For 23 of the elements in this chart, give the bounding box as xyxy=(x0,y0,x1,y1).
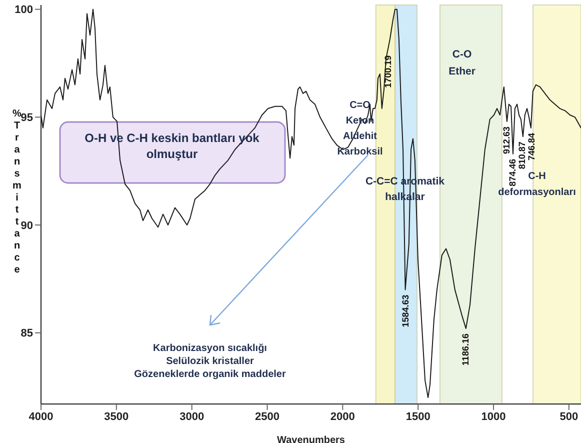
annotation: 1700.19 xyxy=(382,55,393,88)
y-tick-label: 85 xyxy=(20,328,33,340)
y-tick-label: 90 xyxy=(20,220,33,232)
annotation: 1186.16 xyxy=(460,334,470,366)
text: %Transmittance xyxy=(12,108,22,276)
x-tick-label: 3000 xyxy=(180,410,204,423)
annotation: 912.63 xyxy=(502,126,512,154)
annotation: 746.84 xyxy=(526,132,537,160)
annotation: 874.46 xyxy=(507,158,518,186)
annotation: 1584.63 xyxy=(400,294,410,328)
x-tick-label: 3500 xyxy=(104,410,129,423)
x-tick-label: 1500 xyxy=(406,410,430,423)
annotation: Karbonizasyon sıcaklığı Selülozik kristaller Gözeneklerde organik maddeler xyxy=(134,343,286,380)
x-tick-label: 4000 xyxy=(28,410,54,423)
annotation: C-O Ether xyxy=(448,48,476,78)
y-tick-label: 100 xyxy=(14,4,33,16)
x-tick-label: 500 xyxy=(560,410,578,423)
x-tick-label: 1000 xyxy=(481,410,506,423)
x-tick-label: 2500 xyxy=(255,410,280,423)
annotation: 810.87 xyxy=(517,142,528,170)
y-tick-label: 95 xyxy=(20,112,33,124)
x-tick-label: 2000 xyxy=(330,410,355,423)
x-axis-title: Wavenumbers xyxy=(277,435,346,443)
